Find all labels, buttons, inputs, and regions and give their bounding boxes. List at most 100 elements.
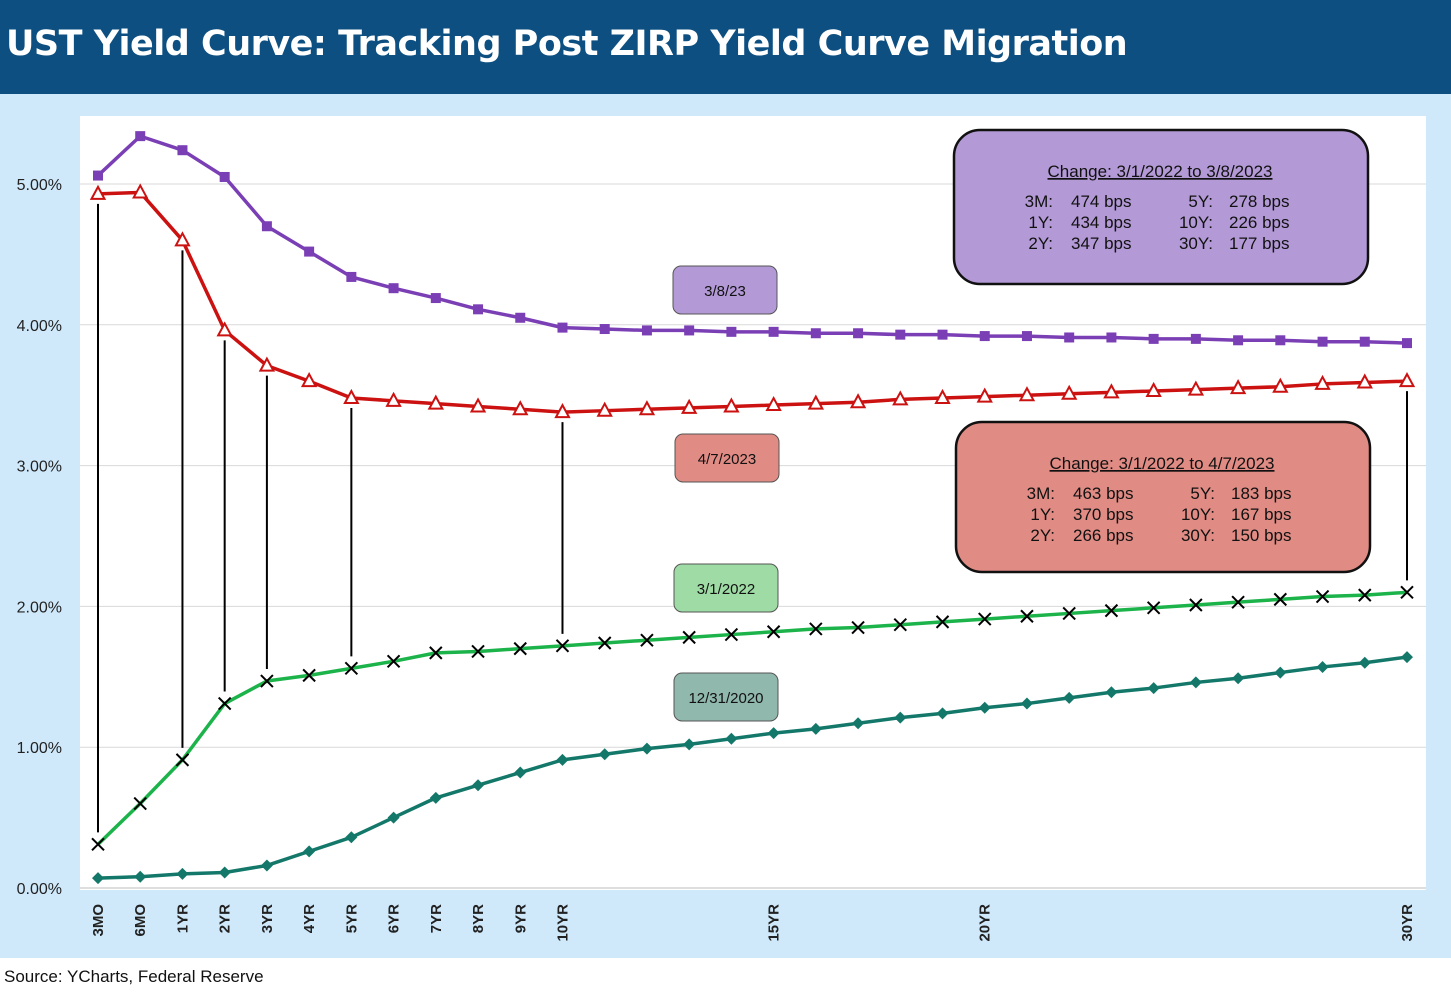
data-point (430, 293, 441, 304)
data-point (344, 661, 359, 676)
data-point (1103, 383, 1120, 399)
change-box-cell: 226 bps (1229, 213, 1290, 232)
data-point (682, 630, 696, 645)
data-point (133, 796, 147, 811)
x-tick-label: 30YR (1399, 904, 1416, 942)
data-point (1187, 380, 1205, 396)
y-tick-label: 4.00% (17, 318, 62, 335)
change-box-cell: 2Y: (1028, 234, 1053, 253)
data-point (1272, 377, 1289, 393)
x-tick-label: 3YR (259, 904, 276, 933)
data-point (176, 867, 189, 880)
data-point (346, 271, 357, 282)
data-point (177, 145, 188, 156)
data-point (429, 791, 442, 804)
x-tick-label: 10YR (554, 904, 571, 942)
x-tick-label: 8YR (470, 904, 487, 933)
data-point (134, 870, 147, 883)
data-point (1231, 595, 1245, 609)
data-point (1358, 656, 1371, 669)
data-point (979, 331, 990, 342)
data-point (429, 646, 443, 660)
change-box-title: Change: 3/1/2022 to 3/8/2023 (1048, 162, 1273, 181)
data-point (1233, 335, 1244, 346)
data-point (1398, 372, 1416, 388)
data-point (1275, 335, 1286, 346)
data-point (175, 753, 190, 767)
data-point (807, 394, 825, 410)
data-point (1232, 672, 1245, 685)
series-label: 4/7/2023 (698, 451, 756, 468)
series-label: 3/8/23 (704, 283, 746, 300)
data-point (936, 707, 949, 720)
data-point (1189, 598, 1203, 612)
data-point (386, 654, 401, 669)
data-point (1062, 606, 1076, 621)
data-point (219, 171, 230, 182)
data-point (387, 811, 400, 824)
change-box-cell: 177 bps (1229, 234, 1290, 253)
series-12/31/2020 (92, 651, 1413, 885)
change-box-cell: 1Y: (1030, 505, 1055, 524)
y-tick-label: 2.00% (17, 599, 62, 616)
change-box-cell: 183 bps (1231, 484, 1292, 503)
data-point (473, 304, 484, 315)
data-point (640, 742, 653, 755)
data-point (1316, 660, 1329, 673)
change-box-cell: 434 bps (1071, 213, 1132, 232)
data-point (893, 617, 907, 632)
data-point (1190, 333, 1201, 344)
change-box-cell: 30Y: (1179, 234, 1213, 253)
data-point (849, 393, 867, 409)
data-point (1359, 336, 1370, 347)
x-tick-label: 3MO (90, 904, 107, 937)
data-point (1147, 682, 1160, 695)
x-tick-label: 5YR (343, 904, 360, 933)
change-box-cell: 10Y: (1181, 505, 1215, 524)
data-point (683, 738, 696, 751)
change-box-cell: 266 bps (1073, 526, 1134, 545)
data-point (1317, 336, 1328, 347)
data-point (937, 329, 948, 340)
data-point (1063, 691, 1076, 704)
series-label: 3/1/2022 (697, 581, 755, 598)
data-point (218, 866, 231, 879)
x-tick-label: 6YR (386, 904, 403, 933)
data-point (1402, 338, 1412, 349)
x-tick-label: 4YR (301, 904, 318, 933)
change-box-cell: 3M: (1027, 484, 1055, 503)
data-point (976, 387, 993, 403)
data-point (1020, 609, 1034, 623)
change-box-cell: 5Y: (1190, 484, 1215, 503)
data-point (892, 390, 909, 406)
data-point (135, 131, 146, 142)
data-point (217, 696, 232, 711)
data-point (684, 325, 695, 336)
series-label-box (673, 672, 779, 722)
data-point (934, 388, 951, 405)
data-point (1229, 379, 1247, 395)
series-label-box (673, 563, 779, 613)
change-box-2: Change: 3/1/2022 to 4/7/2023 3M: 463 bps 5Y… (954, 420, 1372, 574)
data-point (598, 636, 612, 650)
data-point (472, 779, 485, 792)
data-point (261, 221, 272, 232)
data-point (512, 400, 529, 416)
y-tick-label: 1.00% (17, 740, 62, 757)
data-point (89, 184, 107, 200)
x-tick-label: 9YR (512, 904, 529, 933)
change-box-cell: 3M: (1025, 192, 1053, 211)
data-point (1020, 697, 1033, 710)
title-bar: UST Yield Curve: Tracking Post ZIRP Yiel… (0, 0, 1451, 94)
data-point (724, 627, 739, 642)
data-point (596, 401, 613, 417)
change-box-cell: 30Y: (1181, 526, 1215, 545)
series-line (96, 590, 1408, 846)
data-point (1401, 651, 1413, 664)
change-box-cell: 10Y: (1179, 213, 1213, 232)
data-point (1400, 585, 1414, 600)
series-labels: 3/8/23 4/7/2023 3/1/2022 12/31/2020 (672, 265, 780, 722)
data-point (513, 641, 527, 656)
data-point (1358, 588, 1372, 602)
change-box-cell: 347 bps (1071, 234, 1132, 253)
